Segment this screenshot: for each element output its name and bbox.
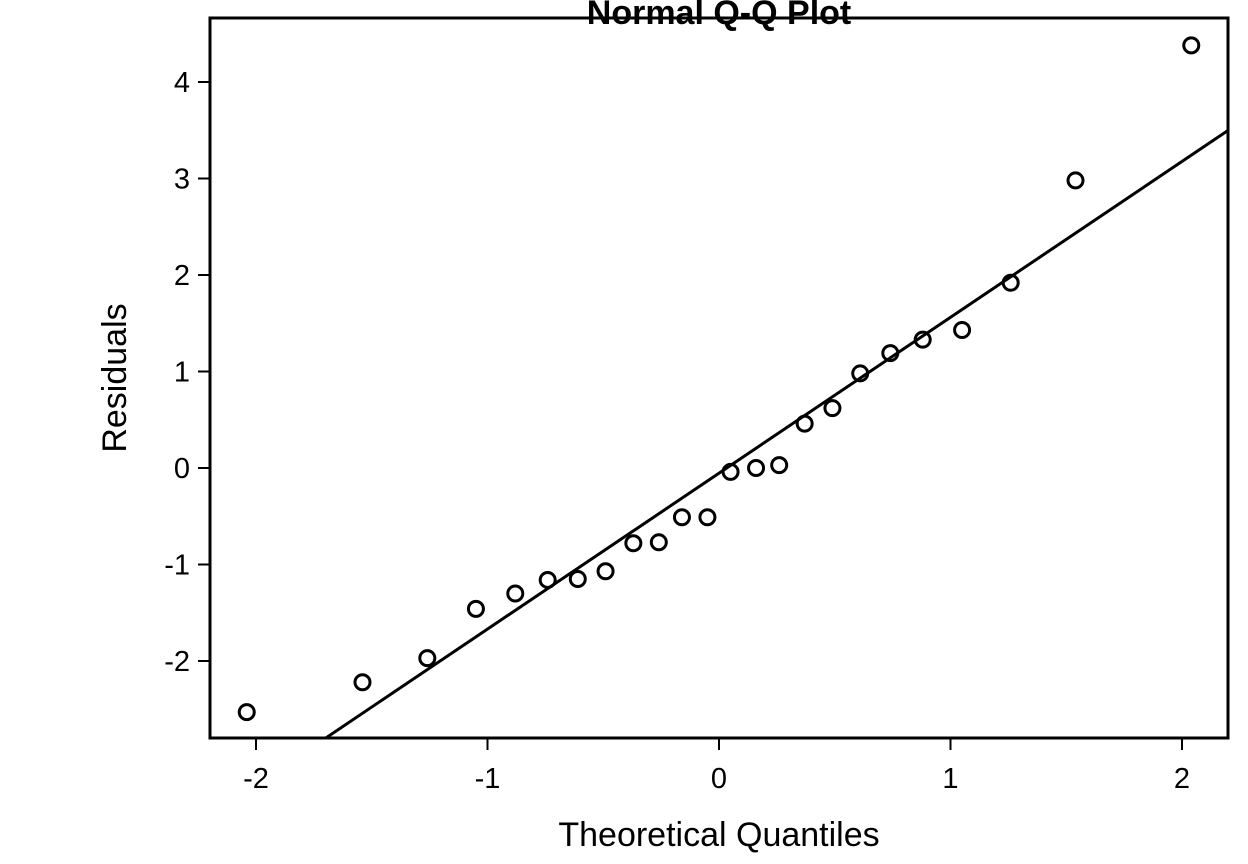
data-point xyxy=(672,508,691,527)
data-point xyxy=(237,703,256,722)
data-point xyxy=(568,569,587,588)
qq-reference-line xyxy=(324,129,1230,740)
y-axis-title: Residuals xyxy=(96,303,134,452)
data-point xyxy=(1001,273,1020,292)
y-tick-label: 0 xyxy=(174,453,190,485)
x-axis-title: Theoretical Quantiles xyxy=(558,816,879,854)
data-point xyxy=(596,562,615,581)
data-point xyxy=(770,456,789,475)
y-tick-label: -1 xyxy=(164,550,190,582)
data-point xyxy=(698,508,717,527)
data-point xyxy=(823,399,842,418)
data-point xyxy=(624,534,643,553)
data-point xyxy=(649,533,668,552)
data-point xyxy=(418,649,437,668)
data-point xyxy=(851,364,870,383)
data-point xyxy=(913,330,932,349)
data-point xyxy=(538,570,557,589)
data-point xyxy=(1182,36,1201,55)
data-point xyxy=(506,584,525,603)
x-tick-label: -1 xyxy=(475,763,501,795)
data-point xyxy=(1066,171,1085,190)
data-point xyxy=(721,462,740,481)
y-tick-label: 3 xyxy=(174,164,190,196)
x-tick-label: 2 xyxy=(1174,763,1190,795)
x-tick-label: -2 xyxy=(243,763,269,795)
y-tick-label: -2 xyxy=(164,646,190,678)
data-point xyxy=(466,599,485,618)
data-point xyxy=(953,321,972,340)
y-tick-label: 4 xyxy=(174,67,190,99)
x-tick-label: 0 xyxy=(711,763,727,795)
x-tick-label: 1 xyxy=(942,763,958,795)
y-tick-label: 1 xyxy=(174,357,190,389)
y-tick-label: 2 xyxy=(174,260,190,292)
data-point xyxy=(881,344,900,363)
data-point xyxy=(353,673,372,692)
data-point xyxy=(747,459,766,477)
chart-title: Normal Q-Q Plot xyxy=(587,0,851,32)
plot-frame xyxy=(208,16,1230,740)
data-point xyxy=(795,414,814,433)
